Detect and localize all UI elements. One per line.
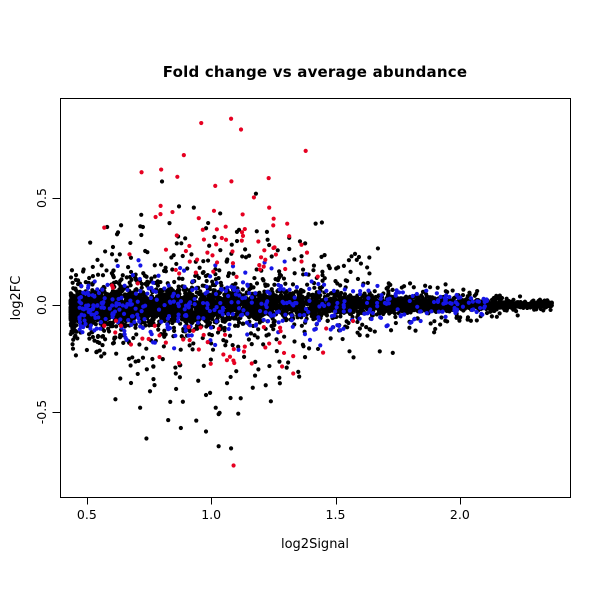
y-tick-label: -0.5 [34, 399, 49, 425]
x-axis-label: log2Signal [280, 537, 350, 552]
x-tick-label: 2.0 [449, 507, 470, 522]
y-tick-label: 0.0 [34, 295, 49, 315]
y-axis-label: log2FC [9, 275, 24, 321]
x-tick-label: 1.5 [325, 507, 346, 522]
x-tick-label: 1.0 [201, 507, 222, 522]
x-tick-label: 0.5 [76, 507, 97, 522]
chart-title: Fold change vs average abundance [162, 63, 468, 81]
y-tick-label: 0.5 [34, 188, 49, 208]
